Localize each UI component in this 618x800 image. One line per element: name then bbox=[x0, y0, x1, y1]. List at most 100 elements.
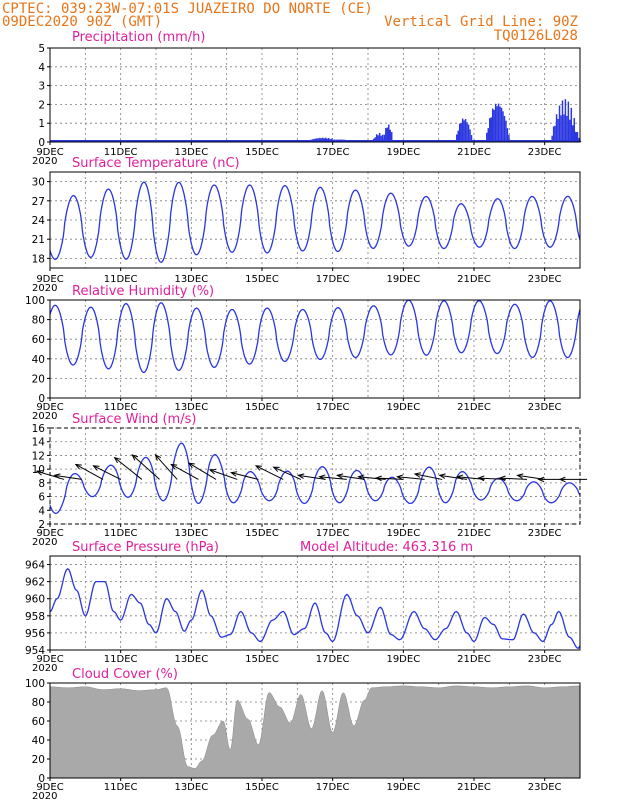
precip-bar bbox=[494, 103, 497, 142]
precip-bar bbox=[566, 115, 568, 142]
precip-bar bbox=[506, 128, 509, 142]
humidity-title: Relative Humidity (%) bbox=[72, 284, 214, 299]
x-tick-label: 13DEC bbox=[174, 782, 208, 793]
y-tick-label: 10 bbox=[32, 464, 45, 476]
wind-arrow-head bbox=[154, 453, 162, 461]
y-tick-label: 2 bbox=[38, 519, 45, 531]
y-tick-label: 60 bbox=[32, 716, 45, 728]
x-tick-label: 11DEC bbox=[104, 782, 138, 793]
location-title: CPTEC: 039:23W-07:01S JUAZEIRO DO NORTE … bbox=[2, 1, 373, 17]
x-tick-label: 23DEC bbox=[528, 147, 562, 158]
precip-bar bbox=[458, 123, 461, 142]
x-tick-label: 17DEC bbox=[316, 274, 350, 285]
year-label: 2020 bbox=[32, 411, 57, 422]
x-tick-label: 13DEC bbox=[174, 528, 208, 539]
wind-arrow-head bbox=[357, 474, 365, 481]
wind-arrow bbox=[231, 472, 259, 480]
x-tick-label: 21DEC bbox=[457, 654, 491, 665]
y-tick-label: 14 bbox=[32, 437, 46, 449]
y-tick-label: 964 bbox=[25, 560, 45, 572]
wind-arrow-head bbox=[254, 465, 263, 471]
x-tick-label: 9DEC bbox=[36, 274, 63, 285]
x-tick-label: 23DEC bbox=[528, 402, 562, 413]
precip-bar bbox=[464, 118, 467, 142]
y-tick-label: 80 bbox=[32, 315, 45, 327]
precip-bar bbox=[569, 119, 571, 142]
x-tick-label: 21DEC bbox=[457, 402, 491, 413]
x-tick-label: 11DEC bbox=[104, 147, 138, 158]
precip-bar bbox=[552, 126, 555, 142]
wind-arrow bbox=[188, 462, 217, 480]
precip-bar bbox=[390, 132, 393, 142]
wind-arrow-head bbox=[438, 473, 446, 479]
x-tick-label: 15DEC bbox=[245, 274, 279, 285]
grid-line-note: Vertical Grid Line: 90Z bbox=[384, 14, 578, 30]
temperature-title: Surface Temperature (nC) bbox=[72, 156, 240, 171]
wind-arrow bbox=[114, 457, 143, 480]
x-tick-label: 21DEC bbox=[457, 528, 491, 539]
precip-bar bbox=[500, 107, 503, 142]
wind-arrow-head bbox=[335, 473, 344, 479]
precip-bar bbox=[383, 134, 386, 142]
x-tick-label: 9DEC bbox=[36, 782, 63, 793]
panel-precipitation: Precipitation (mm/h) 0 1 2 3 4 5 9DEC 11DEC 13DEC… bbox=[32, 30, 582, 167]
x-tick-label: 17DEC bbox=[316, 402, 350, 413]
wind-arrow bbox=[75, 464, 104, 480]
precip-bar bbox=[570, 136, 573, 142]
y-tick-label: 18 bbox=[32, 253, 45, 265]
y-tick-label: 100 bbox=[25, 678, 45, 690]
precip-bar bbox=[508, 134, 510, 142]
wind-arrow bbox=[155, 454, 178, 480]
precip-bar bbox=[558, 105, 561, 142]
wind-arrow-head bbox=[208, 469, 217, 475]
precip-bar bbox=[377, 135, 379, 142]
y-tick-label: 20 bbox=[32, 373, 45, 385]
precip-bar bbox=[555, 114, 558, 142]
wind-arrow-head bbox=[187, 462, 195, 469]
cloud_cover-frame bbox=[49, 682, 581, 779]
x-tick-label: 9DEC bbox=[36, 402, 63, 413]
y-tick-label: 0 bbox=[38, 393, 45, 405]
precip-bar bbox=[374, 137, 376, 142]
year-label: 2020 bbox=[32, 791, 57, 800]
pressure-annotation: Model Altitude: 463.316 m bbox=[300, 540, 473, 555]
precip-bar bbox=[491, 108, 494, 142]
x-tick-label: 19DEC bbox=[386, 274, 420, 285]
x-tick-label: 17DEC bbox=[316, 147, 350, 158]
y-tick-label: 40 bbox=[32, 735, 45, 747]
precip-bar bbox=[551, 135, 553, 142]
year-label: 2020 bbox=[32, 537, 57, 548]
panel-humidity: Relative Humidity (%) 0 20 40 60 80 100 9DEC 11D… bbox=[25, 284, 581, 422]
year-label: 2020 bbox=[32, 156, 57, 167]
precip-bar bbox=[319, 137, 321, 142]
y-tick-label: 16 bbox=[32, 423, 46, 435]
x-tick-label: 23DEC bbox=[528, 782, 562, 793]
x-tick-label: 21DEC bbox=[457, 274, 491, 285]
wind-arrow-head bbox=[230, 471, 238, 477]
pressure-series-line bbox=[49, 567, 581, 650]
panel-pressure: Surface Pressure (hPa) Model Altitude: 46… bbox=[25, 540, 581, 674]
precip-bar bbox=[502, 111, 504, 142]
wind-arrow bbox=[273, 466, 302, 480]
precip-bar bbox=[557, 118, 559, 142]
x-tick-label: 21DEC bbox=[457, 147, 491, 158]
humidity-series-line bbox=[49, 299, 581, 374]
x-tick-label: 13DEC bbox=[174, 402, 208, 413]
cloud_cover-title: Cloud Cover (%) bbox=[72, 667, 178, 682]
panel-cloud_cover: Cloud Cover (%) 0 20 40 60 80 100 9DEC 11DEC 13DE… bbox=[25, 667, 581, 800]
temperature-frame bbox=[49, 171, 581, 269]
precip-bar bbox=[378, 132, 381, 142]
wind-arrow bbox=[255, 465, 284, 480]
wind-arrow bbox=[298, 474, 326, 480]
y-tick-label: 30 bbox=[32, 177, 45, 189]
wind-arrow-head bbox=[477, 475, 485, 482]
y-tick-label: 27 bbox=[32, 196, 45, 208]
y-tick-label: 20 bbox=[32, 754, 45, 766]
x-tick-label: 13DEC bbox=[174, 147, 208, 158]
x-tick-label: 15DEC bbox=[245, 402, 279, 413]
x-tick-label: 17DEC bbox=[316, 528, 350, 539]
precip-bar bbox=[572, 135, 574, 142]
x-tick-label: 19DEC bbox=[386, 782, 420, 793]
wind-arrow bbox=[170, 464, 199, 480]
cloud-cover-area bbox=[49, 685, 581, 779]
